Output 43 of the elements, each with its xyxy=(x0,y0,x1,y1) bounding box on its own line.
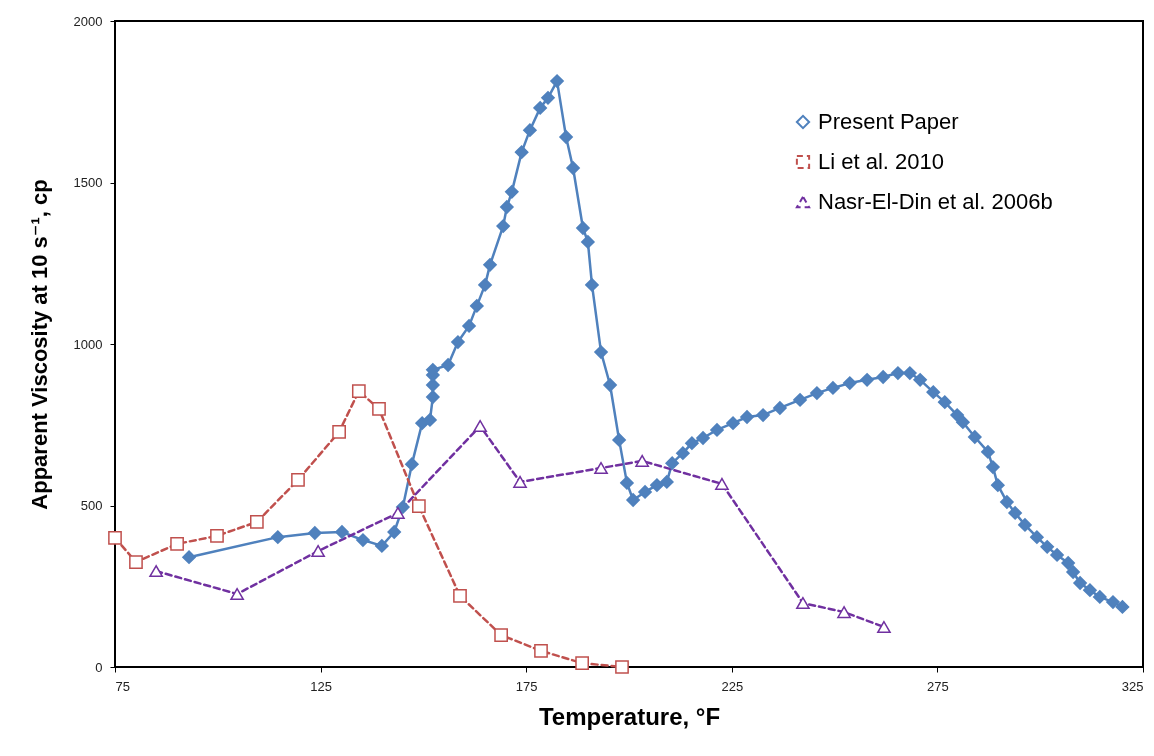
point xyxy=(837,606,851,619)
point xyxy=(494,628,508,642)
point xyxy=(473,419,488,433)
point xyxy=(332,424,346,439)
x-tick-label: 125 xyxy=(310,678,332,694)
point xyxy=(249,515,264,529)
point xyxy=(575,656,589,670)
x-tick-label: 75 xyxy=(115,678,130,694)
x-tick-label: 175 xyxy=(515,678,538,694)
point xyxy=(391,506,405,519)
point xyxy=(594,461,608,475)
x-tick-label: 225 xyxy=(721,678,744,694)
legend-label: Present Paper xyxy=(818,109,959,134)
y-tick-label: 1000 xyxy=(73,336,103,352)
point xyxy=(311,544,326,558)
point xyxy=(108,530,122,545)
point xyxy=(615,660,629,674)
y-tick-label: 1500 xyxy=(73,175,103,190)
y-axis-title: Apparent Viscosity at 10 s⁻¹, cp xyxy=(26,179,52,510)
point xyxy=(534,643,548,658)
point xyxy=(149,565,163,578)
x-tick-label: 275 xyxy=(927,678,949,694)
x-axis-title: Temperature, °F xyxy=(538,702,721,730)
point xyxy=(351,384,366,399)
x-tick-label: 325 xyxy=(1121,678,1144,694)
point xyxy=(796,596,810,610)
point xyxy=(291,473,305,487)
point xyxy=(877,620,891,633)
point xyxy=(210,528,224,543)
point xyxy=(453,589,467,603)
point xyxy=(412,499,426,514)
point xyxy=(715,477,729,490)
legend-label: Li et al. 2010 xyxy=(818,149,944,174)
point xyxy=(230,587,244,601)
point xyxy=(635,454,650,467)
y-tick-label: 2000 xyxy=(73,13,103,29)
point xyxy=(170,537,184,551)
point xyxy=(513,475,527,488)
point xyxy=(129,555,143,569)
y-tick-label: 500 xyxy=(80,498,103,513)
point xyxy=(372,402,386,416)
legend-label: Nasr-El-Din et al. 2006b xyxy=(818,189,1053,214)
y-tick-label: 0 xyxy=(95,659,103,675)
